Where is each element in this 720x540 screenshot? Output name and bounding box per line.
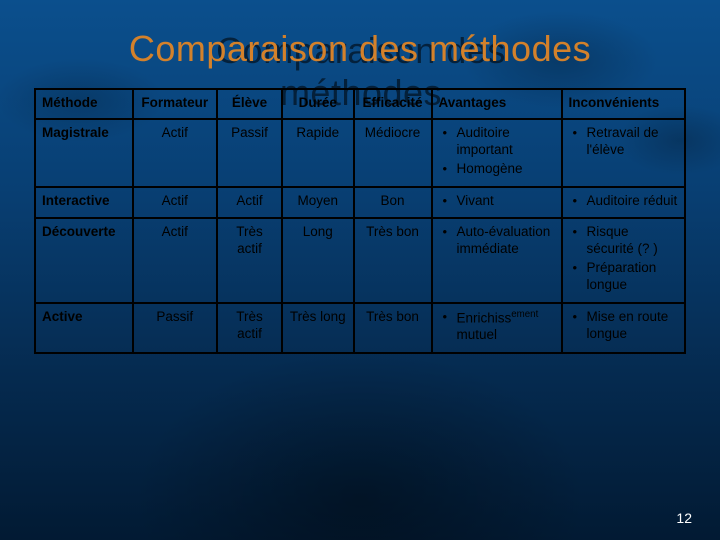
cell-drawbacks: Risque sécurité (? )Préparation longue bbox=[562, 218, 686, 303]
list-item: Vivant bbox=[449, 193, 555, 210]
cell-drawbacks: Mise en route longue bbox=[562, 303, 686, 353]
cell-drawbacks: Retravail de l'élève bbox=[562, 119, 686, 187]
cell-method: Interactive bbox=[35, 187, 133, 219]
table-row: MagistraleActifPassifRapideMédiocreAudit… bbox=[35, 119, 685, 187]
cell-method: Active bbox=[35, 303, 133, 353]
list-item: Enrichissement mutuel bbox=[449, 309, 555, 344]
table-row: ActivePassifTrès actifTrès longTrès bon E… bbox=[35, 303, 685, 353]
list-item: Auto-évaluation immédiate bbox=[449, 224, 555, 258]
cell-duration: Long bbox=[282, 218, 354, 303]
cell-method: Magistrale bbox=[35, 119, 133, 187]
cell-advantages: Vivant bbox=[432, 187, 562, 219]
title-text: Comparaison des méthodes bbox=[129, 28, 591, 70]
cell-duration: Moyen bbox=[282, 187, 354, 219]
cell-trainer: Actif bbox=[133, 218, 218, 303]
slide: Comparaison des méthodes Méthode Formate… bbox=[0, 0, 720, 540]
cell-student: Très actif bbox=[217, 303, 282, 353]
page-title: Comparaison des méthodes bbox=[34, 28, 686, 70]
list-item: Auditoire important bbox=[449, 125, 555, 159]
cell-duration: Très long bbox=[282, 303, 354, 353]
cell-trainer: Actif bbox=[133, 119, 218, 187]
cell-advantages: Enrichissement mutuel bbox=[432, 303, 562, 353]
cell-method: Découverte bbox=[35, 218, 133, 303]
th-method: Méthode bbox=[35, 89, 133, 119]
cell-trainer: Actif bbox=[133, 187, 218, 219]
comparison-table: Méthode Formateur Élève Durée Efficacité… bbox=[34, 88, 686, 354]
cell-efficacy: Très bon bbox=[354, 303, 432, 353]
list-item: Retravail de l'élève bbox=[579, 125, 679, 159]
table-row: DécouverteActifTrès actifLongTrès bon Aut… bbox=[35, 218, 685, 303]
cell-student: Actif bbox=[217, 187, 282, 219]
cell-student: Très actif bbox=[217, 218, 282, 303]
list-item: Auditoire réduit bbox=[579, 193, 679, 210]
cell-efficacy: Médiocre bbox=[354, 119, 432, 187]
list-item: Préparation longue bbox=[579, 260, 679, 294]
cell-drawbacks: Auditoire réduit bbox=[562, 187, 686, 219]
cell-student: Passif bbox=[217, 119, 282, 187]
list-item: Homogène bbox=[449, 161, 555, 178]
list-item: Risque sécurité (? ) bbox=[579, 224, 679, 258]
table-body: MagistraleActifPassifRapideMédiocreAudit… bbox=[35, 119, 685, 353]
cell-trainer: Passif bbox=[133, 303, 218, 353]
cell-duration: Rapide bbox=[282, 119, 354, 187]
cell-efficacy: Très bon bbox=[354, 218, 432, 303]
page-number: 12 bbox=[676, 510, 692, 526]
table-row: InteractiveActifActifMoyenBonVivantAudit… bbox=[35, 187, 685, 219]
cell-advantages: Auto-évaluation immédiate bbox=[432, 218, 562, 303]
list-item: Mise en route longue bbox=[579, 309, 679, 343]
cell-advantages: Auditoire important Homogène bbox=[432, 119, 562, 187]
cell-efficacy: Bon bbox=[354, 187, 432, 219]
